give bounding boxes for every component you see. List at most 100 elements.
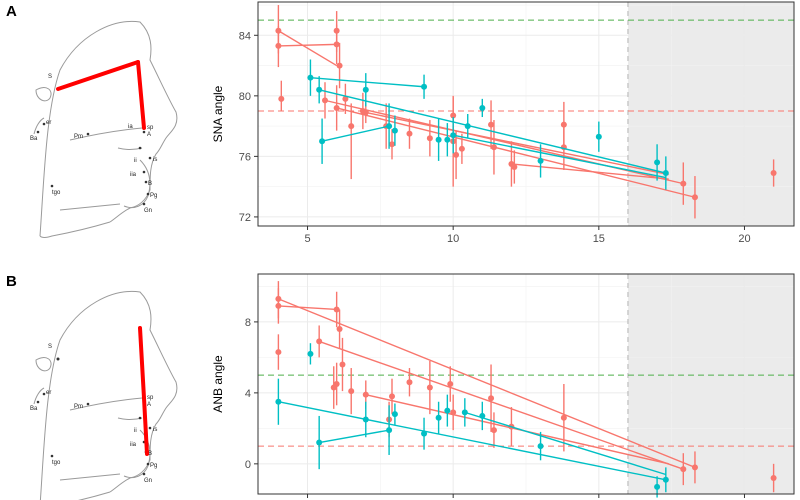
data-point-teal <box>654 159 661 166</box>
data-point-teal <box>362 416 369 423</box>
fit-line-coral <box>278 30 338 67</box>
data-point-coral <box>322 97 328 104</box>
landmark-gn-a: Gn <box>144 208 152 214</box>
fit-line-teal <box>453 134 666 179</box>
data-point-teal <box>319 138 326 145</box>
data-point-coral <box>453 151 460 158</box>
landmark-tgo-a: tgo <box>52 190 61 196</box>
landmark-gn-b: Gn <box>144 478 152 484</box>
data-point-teal <box>386 123 393 130</box>
shaded-region <box>627 274 794 494</box>
data-point-teal <box>307 350 314 357</box>
fit-line-coral <box>336 107 696 198</box>
landmark-iia-a: iia <box>130 172 137 178</box>
x-tick-label: 5 <box>304 233 310 245</box>
y-tick-label: 8 <box>245 317 251 329</box>
cephalometric-tracing-b: S er Ba tgo Pm sp A ii is iia B Pg Gn <box>30 290 178 500</box>
data-point-coral <box>426 135 433 142</box>
data-point-coral <box>316 338 323 345</box>
landmark-tgo-b: tgo <box>52 460 61 466</box>
data-point-coral <box>511 163 518 170</box>
data-point-coral <box>389 393 395 400</box>
data-point-teal <box>386 427 393 434</box>
landmark-ii-a: ii <box>134 158 137 164</box>
anb-chart: 5101520048ANB angle <box>211 273 795 498</box>
fit-line-coral <box>278 43 337 47</box>
data-point-coral <box>333 27 340 34</box>
sna-chart: 5 10 15 20 72 76 80 84 SNA angle <box>211 1 795 245</box>
y-axis-title: ANB angle <box>211 355 225 413</box>
data-point-coral <box>447 381 454 387</box>
fit-line-coral <box>318 340 684 470</box>
data-point-teal <box>421 83 428 90</box>
data-point-teal <box>461 409 468 416</box>
fit-line-teal <box>464 411 667 476</box>
data-point-teal <box>537 443 544 450</box>
panel-label-b: B <box>6 273 17 290</box>
data-point-coral <box>339 361 346 368</box>
data-point-coral <box>330 384 337 391</box>
data-point-teal <box>362 86 369 93</box>
plot-border <box>257 273 795 495</box>
landmark-pm-a: Pm <box>74 134 83 140</box>
data-point-coral <box>426 384 433 391</box>
data-point-coral <box>362 391 369 398</box>
data-point-teal <box>435 136 442 143</box>
y-tick-label: 72 <box>239 212 251 224</box>
data-point-teal <box>435 414 442 421</box>
data-point-coral <box>348 388 355 395</box>
fit-line-teal <box>321 125 390 142</box>
data-point-coral <box>406 379 413 386</box>
landmark-er-a: er <box>46 120 51 126</box>
landmark-is-a: is <box>153 157 157 163</box>
landmark-b-b: B <box>148 451 152 457</box>
data-point-teal <box>316 86 323 93</box>
data-point-teal <box>421 430 428 437</box>
data-point-teal <box>307 74 314 81</box>
data-point-coral <box>490 144 497 151</box>
data-point-coral <box>275 349 282 356</box>
y-tick-label: 4 <box>245 388 251 400</box>
data-point-coral <box>406 130 413 137</box>
panel-label-a: A <box>6 3 17 20</box>
data-point-teal <box>595 133 602 140</box>
data-point-coral <box>389 141 395 148</box>
landmark-is-b: is <box>153 427 157 433</box>
landmark-iia-b: iia <box>130 442 137 448</box>
data-point-coral <box>336 326 343 332</box>
plot-border <box>257 1 795 227</box>
data-point-coral <box>490 427 497 434</box>
data-point-coral <box>488 121 495 128</box>
fit-line-coral <box>278 305 337 311</box>
shaded-region <box>627 2 794 226</box>
landmark-pg-a: Pg <box>150 193 157 199</box>
data-point-coral <box>560 414 567 421</box>
data-point-coral <box>333 41 340 48</box>
fit-line-coral <box>511 163 669 180</box>
data-point-coral <box>362 109 369 116</box>
landmark-er-b: er <box>46 390 51 396</box>
cephalometric-tracing-a: S er Ba tgo Pm sp A ii is iia B Pg Gn ia <box>30 20 178 238</box>
landmark-ba-b: Ba <box>30 406 38 412</box>
data-point-coral <box>333 306 340 313</box>
data-point-teal <box>537 157 544 164</box>
data-point-coral <box>450 112 457 119</box>
landmark-s-a: S <box>48 74 52 80</box>
data-point-teal <box>662 476 669 483</box>
fit-line-coral <box>278 298 696 469</box>
data-point-coral <box>680 466 687 473</box>
landmark-sp-b: sp <box>147 395 154 401</box>
data-point-coral <box>691 464 698 471</box>
data-point-coral <box>691 194 698 201</box>
data-point-coral <box>770 170 777 177</box>
data-point-coral <box>488 395 495 402</box>
landmark-sp-a: sp <box>147 125 154 131</box>
data-point-coral <box>275 27 282 34</box>
data-point-coral <box>342 95 349 102</box>
landmark-ba-a: Ba <box>30 136 38 142</box>
data-point-coral <box>275 302 282 309</box>
data-point-coral <box>333 104 340 111</box>
y-axis-title: SNA angle <box>211 85 225 142</box>
y-tick-label: 76 <box>239 151 251 163</box>
